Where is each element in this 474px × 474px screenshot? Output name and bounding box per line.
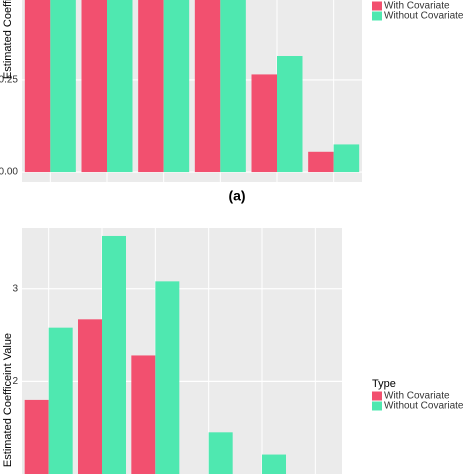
bar xyxy=(131,355,156,474)
legend-label: Without Covariate xyxy=(384,11,464,22)
bar xyxy=(220,0,246,173)
legend-swatch xyxy=(372,1,382,11)
bar xyxy=(24,0,51,173)
bar xyxy=(81,0,107,173)
legend-label: With Covariate xyxy=(384,1,450,12)
legend-label: Without Covariate xyxy=(384,401,464,412)
bar xyxy=(208,432,233,474)
y-tick-label: 0.25 xyxy=(0,75,18,86)
y-tick-label: 2 xyxy=(12,376,18,387)
bar xyxy=(155,281,180,474)
bar xyxy=(163,0,190,173)
bar xyxy=(262,454,286,474)
plot-area xyxy=(22,228,342,474)
plot-background xyxy=(22,228,342,474)
bar xyxy=(48,327,73,474)
bar xyxy=(251,74,277,173)
legend-swatch xyxy=(372,391,382,401)
bar xyxy=(24,399,49,474)
legend-swatch xyxy=(372,11,382,21)
bar xyxy=(277,56,303,173)
y-axis-label: Estimated Coefficeint Value xyxy=(2,333,14,467)
panel-label: (a) xyxy=(228,188,245,204)
bar xyxy=(138,0,164,173)
legend-label: With Covariate xyxy=(384,391,450,402)
plot-area xyxy=(22,0,362,182)
bar xyxy=(102,235,126,474)
y-tick-label: 3 xyxy=(12,283,18,294)
legend-swatch xyxy=(372,401,382,411)
y-axis-label: Estimated Coefficeint Value xyxy=(2,0,14,79)
bar xyxy=(107,0,133,173)
y-tick-label: 0.00 xyxy=(0,167,18,178)
bar xyxy=(50,0,76,173)
plot-background xyxy=(22,0,362,182)
legend-title: Type xyxy=(372,378,396,390)
bar xyxy=(194,0,221,173)
bar xyxy=(333,144,360,173)
bar xyxy=(308,151,334,173)
bar xyxy=(78,319,102,474)
